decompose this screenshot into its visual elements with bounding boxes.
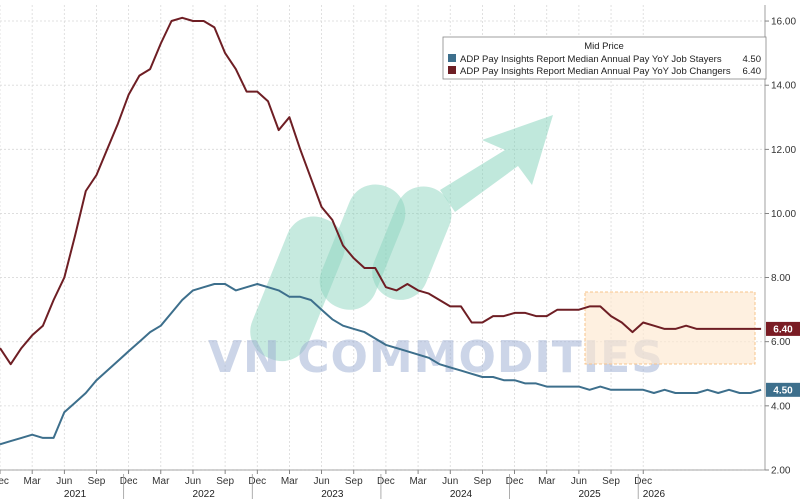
y-tick-label: 16.00 <box>771 17 796 28</box>
watermark-bar-3 <box>372 186 452 300</box>
x-tick-label: Sep <box>216 476 234 487</box>
y-tick-label: 10.00 <box>771 209 796 220</box>
legend-label-stayers: ADP Pay Insights Report Median Annual Pa… <box>460 54 722 65</box>
year-label: 2025 <box>578 489 601 499</box>
legend-box <box>442 36 767 80</box>
x-tick-label: Sep <box>88 476 106 487</box>
legend-title: Mid Price <box>584 41 624 52</box>
badge-label-stayers: 4.50 <box>773 385 793 396</box>
x-tick-label: Dec <box>634 476 652 487</box>
legend-value-changers: 6.40 <box>743 66 762 77</box>
year-label: 2026 <box>643 489 666 499</box>
x-tick-label: Dec <box>506 476 524 487</box>
x-tick-label: Jun <box>314 476 330 487</box>
watermark: VN COMMODITIES <box>208 115 663 383</box>
x-tick-label: Jun <box>185 476 201 487</box>
year-label: 2023 <box>321 489 344 499</box>
x-tick-label: Jun <box>442 476 458 487</box>
x-tick-label: Dec <box>120 476 138 487</box>
x-tick-label: Mar <box>281 476 299 487</box>
x-tick-label: Dec <box>0 476 9 487</box>
legend: Mid Price ADP Pay Insights Report Median… <box>442 36 767 80</box>
x-tick-label: Jun <box>571 476 587 487</box>
y-tick-label: 8.00 <box>771 273 791 284</box>
badge-layer: 4.50 6.40 <box>766 321 800 397</box>
x-tick-label: Dec <box>248 476 266 487</box>
legend-label-changers: ADP Pay Insights Report Median Annual Pa… <box>460 66 731 77</box>
x-tick-label: Mar <box>538 476 556 487</box>
series-layer <box>0 16 762 446</box>
x-tick-label: Sep <box>602 476 620 487</box>
y-tick-label: 2.00 <box>771 466 791 477</box>
y-tick-label: 6.00 <box>771 337 791 348</box>
x-tick-label: Mar <box>24 476 42 487</box>
x-tick-label: Mar <box>409 476 427 487</box>
year-label: 2021 <box>64 489 87 499</box>
legend-swatch-stayers <box>448 54 456 62</box>
legend-swatch-changers <box>448 66 456 74</box>
series-line-stayers <box>0 283 762 446</box>
grid-layer <box>0 5 765 471</box>
watermark-arrow <box>440 115 553 212</box>
x-tick-label: Sep <box>474 476 492 487</box>
year-label: 2022 <box>193 489 216 499</box>
series-line-changers <box>0 16 762 366</box>
watermark-bar-2 <box>319 184 406 310</box>
x-tick-label: Sep <box>345 476 363 487</box>
y-tick-label: 14.00 <box>771 81 796 92</box>
x-tick-label: Jun <box>56 476 72 487</box>
legend-value-stayers: 4.50 <box>743 54 762 65</box>
y-tick-label: 12.00 <box>771 145 796 156</box>
badge-label-changers: 6.40 <box>773 324 793 335</box>
axis-layer: 2.00 4.00 6.00 8.00 10.00 12.00 14.00 16.00 Dec M… <box>0 5 796 499</box>
x-tick-label: Mar <box>152 476 170 487</box>
badge-changers <box>766 321 800 336</box>
badge-stayers <box>766 382 800 397</box>
x-tick-label: Dec <box>377 476 395 487</box>
y-tick-label: 4.00 <box>771 401 791 412</box>
watermark-bar-1 <box>250 216 346 362</box>
year-label: 2024 <box>450 489 473 499</box>
